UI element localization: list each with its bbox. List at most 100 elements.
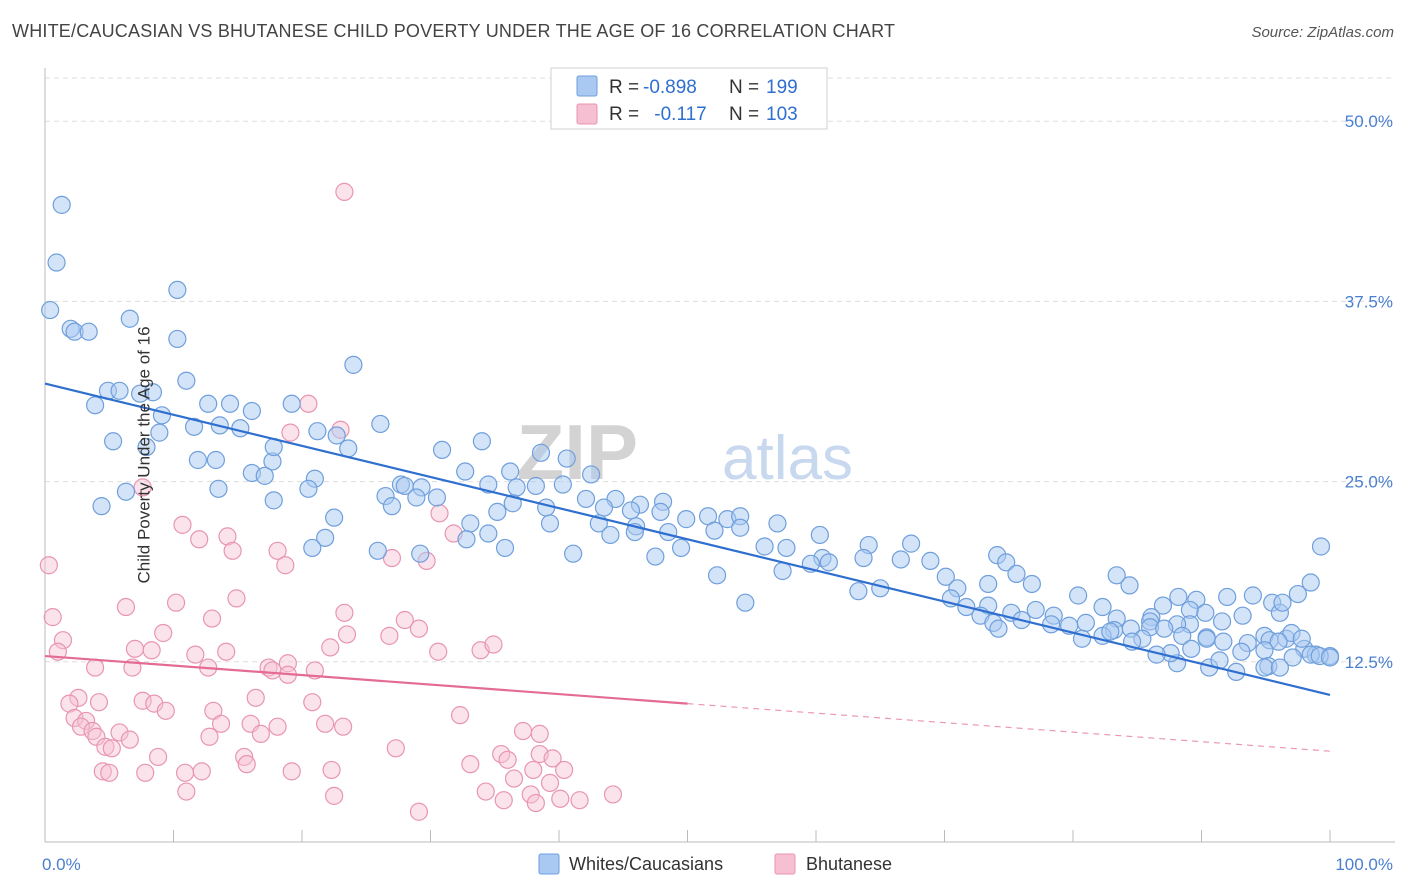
- whites-point: [371, 414, 390, 434]
- bhutanese-point: [148, 747, 168, 767]
- whites-point: [501, 462, 520, 481]
- legend-n-label-1: N =: [729, 77, 759, 98]
- whites-point: [707, 566, 727, 585]
- whites-point: [1042, 615, 1061, 634]
- trend-lines: [44, 382, 1331, 752]
- bhutanese-point: [282, 762, 301, 781]
- bhutanese-point: [87, 727, 106, 746]
- whites-point: [220, 394, 240, 413]
- whites-point: [1069, 586, 1088, 605]
- whites-point: [810, 525, 829, 545]
- whites-point: [479, 475, 498, 494]
- legend-r-value-2: -0.117: [649, 104, 707, 125]
- whites-point: [1107, 566, 1126, 585]
- whites-point: [1283, 648, 1302, 667]
- whites-point: [1182, 639, 1201, 658]
- bhutanese-point: [430, 504, 449, 523]
- whites-point: [120, 309, 139, 328]
- bhutanese-point: [77, 711, 96, 731]
- whites-point: [209, 479, 228, 498]
- whites-point: [849, 582, 868, 601]
- whites-point: [921, 551, 940, 571]
- whites-point: [854, 548, 873, 568]
- bhutanese-point: [39, 556, 58, 575]
- whites-point: [997, 553, 1016, 572]
- bhutanese-point: [218, 527, 237, 546]
- bhutanese-point: [133, 691, 152, 710]
- bhutanese-point: [303, 693, 322, 712]
- legend-r-label-1: R =: [609, 77, 639, 98]
- whites-point: [594, 498, 614, 517]
- whites-point: [104, 432, 123, 451]
- legend-bottom-whites: Whites/Caucasians: [569, 854, 723, 874]
- whites-point: [1288, 584, 1307, 604]
- x-tick-label: 100.0%: [1335, 855, 1393, 874]
- whites-point: [1022, 574, 1041, 594]
- y-tick-label: 50.0%: [1345, 112, 1393, 131]
- whites-point: [116, 482, 136, 501]
- y-axis-label: Child Poverty Under the Age of 16: [135, 326, 155, 583]
- whites-point: [621, 501, 641, 520]
- bhutanese-point: [513, 721, 533, 741]
- whites-point: [47, 253, 66, 272]
- whites-point: [264, 491, 283, 510]
- bhutanese-point: [154, 623, 173, 643]
- whites-point: [92, 497, 111, 516]
- bhutanese-point: [202, 609, 222, 628]
- bhutanese-point: [223, 541, 242, 560]
- whites-point: [456, 462, 475, 481]
- whites-point: [325, 508, 344, 527]
- whites-point: [1292, 629, 1311, 648]
- whites-point: [1026, 600, 1045, 620]
- whites-point: [184, 417, 204, 436]
- whites-point: [901, 534, 921, 553]
- whites-point: [1212, 612, 1232, 631]
- whites-point: [231, 419, 250, 438]
- legend-n-value-1: 199: [766, 77, 798, 98]
- legend-n-label-2: N =: [729, 104, 759, 125]
- bhutanese-point: [166, 593, 186, 612]
- whites-point: [479, 524, 498, 543]
- bhutanese-point: [156, 701, 175, 720]
- whites-point: [199, 394, 218, 413]
- whites-point: [1270, 658, 1289, 677]
- whites-point: [1232, 642, 1251, 661]
- y-tick-label: 37.5%: [1345, 292, 1393, 311]
- whites-point: [736, 593, 755, 612]
- whites-point: [777, 538, 796, 558]
- bhutanese-point: [190, 530, 209, 549]
- whites-point: [677, 510, 696, 529]
- whites-point: [86, 396, 105, 415]
- whites-point: [495, 538, 515, 558]
- legend-r-value-1: -0.898: [643, 77, 697, 98]
- whites-point: [344, 355, 363, 374]
- bhutanese-trend-extension: [687, 703, 1331, 752]
- bhutanese-point: [136, 763, 155, 782]
- bhutanese-point: [276, 556, 295, 575]
- bhutanese-point: [263, 661, 282, 680]
- legend-n-value-2: 103: [766, 104, 798, 125]
- whites-point: [582, 465, 601, 484]
- whites-point: [671, 538, 691, 558]
- bhutanese-point: [60, 694, 79, 713]
- bhutanese-point: [334, 717, 353, 736]
- whites-point: [1311, 537, 1331, 556]
- whites-point: [168, 329, 187, 349]
- bhutanese-point: [540, 773, 560, 792]
- whites-point: [576, 489, 596, 509]
- whites-point: [1218, 587, 1237, 607]
- whites-point: [989, 619, 1008, 638]
- whites-point: [407, 488, 426, 507]
- bhutanese-point: [498, 750, 517, 769]
- whites-point: [1169, 587, 1188, 607]
- legend-r-label-2: R =: [609, 104, 639, 125]
- bhutanese-point: [53, 631, 73, 650]
- whites-point: [308, 422, 327, 441]
- whites-point: [382, 497, 402, 516]
- bhutanese-point: [251, 724, 270, 743]
- whites-point: [601, 525, 620, 545]
- whites-point: [773, 561, 792, 581]
- bhutanese-point: [86, 658, 105, 677]
- whites-point: [531, 443, 551, 462]
- bhutanese-point: [142, 641, 161, 660]
